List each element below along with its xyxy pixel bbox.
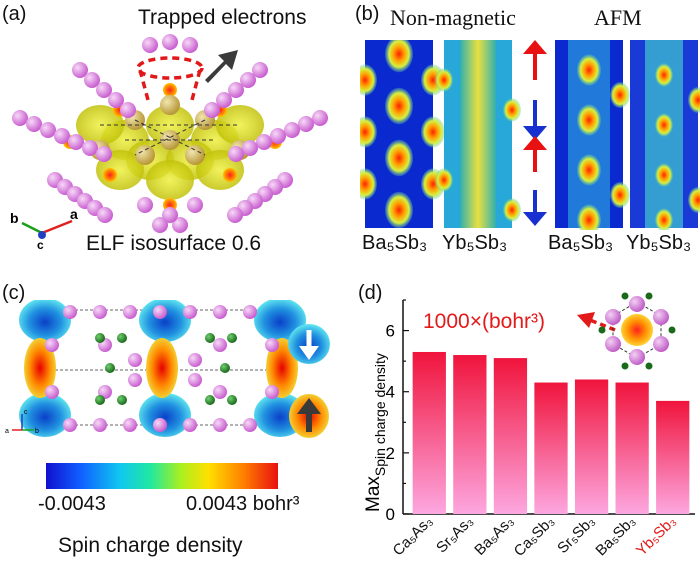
x-tick-label: Ca₅Sb₃ (511, 513, 558, 560)
panel-c-label: (c) (2, 282, 26, 304)
x-tick-label: Sr₅Sb₃ (554, 513, 598, 557)
colorbar-min-label: -0.0043 (38, 493, 106, 515)
panel-c-structure (19, 300, 306, 437)
bar (412, 351, 446, 514)
x-tick-label: Ca₅As₃ (390, 513, 437, 560)
panel-b-heading-afm: AFM (594, 5, 642, 30)
panel-b-maps (360, 40, 700, 230)
panel-a-caption: ELF isosurface 0.6 (86, 232, 262, 255)
x-tick-label: Ba₅As₃ (471, 513, 517, 559)
spin-down-icon (288, 324, 330, 364)
panel-c-axis-triad: c b a (5, 409, 39, 435)
panel-b-compound-3: Ba₅Sb₃ (548, 232, 614, 254)
x-tick-label: Sr₅As₃ (433, 513, 477, 557)
y-tick-label: 0 (386, 505, 395, 524)
axis-b-label-small: b (35, 428, 39, 435)
hexagon-inset (598, 292, 676, 370)
axis-c-label: c (37, 238, 44, 250)
panel-c-caption: Spin charge density (58, 534, 243, 557)
spin-colorbar (46, 463, 278, 489)
spin-up-icon (289, 394, 329, 438)
map-ba5sb3-afm (555, 40, 630, 230)
bar (534, 382, 568, 514)
panel-b-compound-2: Yb₅Sb₃ (442, 232, 508, 254)
panel-a-structure (12, 34, 328, 233)
axis-a-label: a (70, 206, 78, 222)
panel-a-axis-triad: a b c (10, 206, 78, 250)
colorbar-max-label: 0.0043 bohr³ (186, 493, 300, 515)
map-ba5sb3-nonmagnetic (360, 40, 445, 229)
axis-a-label-small: a (5, 428, 9, 435)
panel-d-label: (d) (358, 282, 383, 304)
bar (493, 358, 528, 514)
spin-arrows (523, 40, 547, 226)
panel-b-label: (b) (355, 3, 380, 25)
panel-a-label: (a) (2, 3, 27, 25)
bar (615, 382, 649, 514)
panel-b-compound-1: Ba₅Sb₃ (362, 232, 428, 254)
bar (574, 379, 609, 514)
axis-b-label: b (10, 210, 19, 226)
y-axis-title: MaxSpin charge density (363, 353, 388, 512)
map-yb5sb3-afm (630, 40, 700, 230)
map-yb5sb3-nonmagnetic (435, 40, 521, 228)
bohr-annotation: 1000×(bohr³) (423, 310, 545, 333)
bar (656, 400, 690, 514)
y-tick-label: 6 (386, 322, 395, 341)
y-tick-label: 2 (386, 444, 395, 463)
x-tick-label: Ba₅Sb₃ (592, 513, 639, 560)
bar (453, 355, 487, 514)
x-tick-label: Yb₅Sb₃ (633, 513, 680, 560)
panel-d-chart: MaxSpin charge density 0 2 4 6 Ca₅As₃Sr₅As₃… (363, 292, 695, 560)
y-tick-label: 4 (386, 383, 395, 402)
panel-b-compound-4: Yb₅Sb₃ (626, 232, 692, 254)
panel-b-heading-nonmagnetic: Non-magnetic (390, 5, 516, 30)
axis-c-label-small: c (24, 409, 28, 416)
panel-a-title: Trapped electrons (138, 6, 307, 29)
